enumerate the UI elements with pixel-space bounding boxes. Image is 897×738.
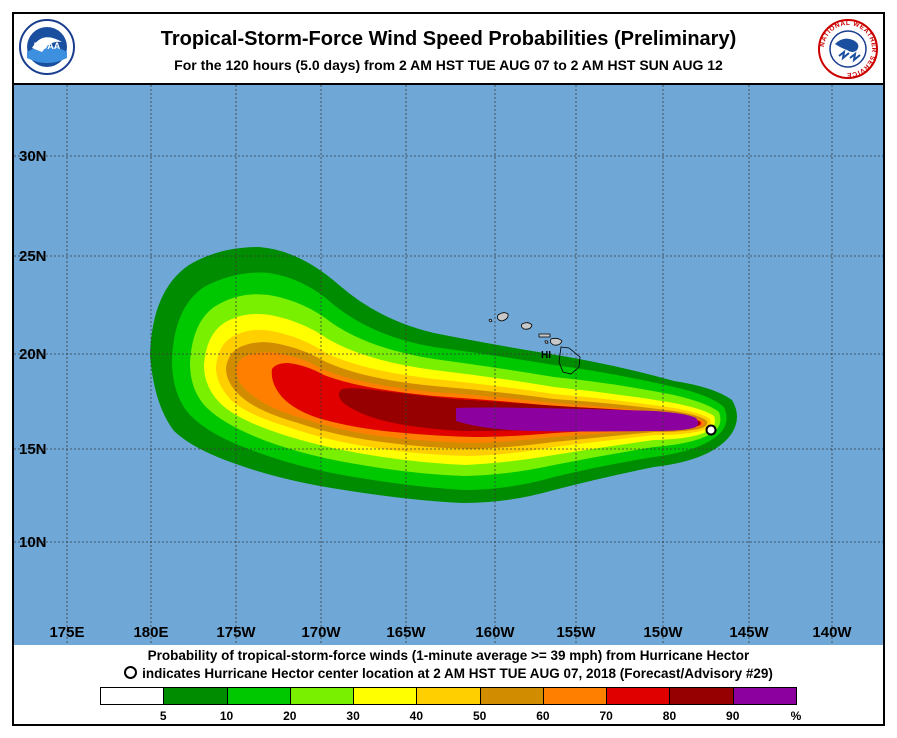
island-lanai <box>544 340 549 344</box>
island-molokai <box>538 333 551 338</box>
legend-label: 80 <box>662 709 677 723</box>
legend-swatch <box>732 687 797 705</box>
map-title: Tropical-Storm-Force Wind Speed Probabil… <box>160 28 737 50</box>
legend-swatch <box>479 687 544 705</box>
lon-label: 175W <box>216 624 256 641</box>
probability-swath <box>150 247 737 503</box>
island-hawaii <box>558 346 581 375</box>
lon-label: 180E <box>133 624 168 641</box>
legend-swatch <box>100 687 165 705</box>
lon-label: 160W <box>475 624 515 641</box>
header: NOAA Tropical-Storm-Force Wind Speed Pro… <box>14 14 883 82</box>
legend-label: 50 <box>472 709 487 723</box>
island-kauai <box>497 312 509 322</box>
legend-swatch <box>606 687 671 705</box>
nws-logo: NATIONAL WEATHER SERVICE <box>818 19 878 79</box>
legend-label: % <box>790 709 802 723</box>
legend-label: 20 <box>283 709 297 723</box>
footer-description: Probability of tropical-storm-force wind… <box>147 648 750 663</box>
legend-swatch <box>416 687 481 705</box>
center-circle-icon <box>124 666 138 679</box>
legend-label: 90 <box>726 709 740 723</box>
legend-swatch <box>669 687 734 705</box>
lon-label: 145W <box>729 624 769 641</box>
lon-label: 155W <box>556 624 596 641</box>
legend-label: 5 <box>159 709 167 723</box>
probability-map: HI 30N 25N 20N 15N 10N 175E 180E 175W 17… <box>14 83 883 646</box>
hawaiian-islands <box>488 312 581 375</box>
noaa-logo: NOAA <box>19 19 75 75</box>
legend-swatch <box>289 687 355 705</box>
footer-center-note: indicates Hurricane Hector center locati… <box>14 666 883 681</box>
legend-swatch <box>353 687 418 705</box>
lat-label: 15N <box>19 441 47 458</box>
lat-label: 20N <box>19 346 47 363</box>
state-label-hi: HI <box>541 350 551 361</box>
footer-center-note-text: indicates Hurricane Hector center locati… <box>142 666 773 681</box>
graticule <box>14 85 883 646</box>
lon-label: 175E <box>49 624 84 641</box>
hurricane-center-icon <box>705 424 717 436</box>
legend-label: 60 <box>536 709 550 723</box>
island-oahu <box>520 322 533 330</box>
swath-90pct <box>456 407 698 432</box>
island-niihau <box>488 318 493 323</box>
map-canvas: HI 30N 25N 20N 15N 10N 175E 180E 175W 17… <box>14 85 883 646</box>
legend-label: 40 <box>409 709 424 723</box>
lon-label: 150W <box>643 624 683 641</box>
lat-label: 10N <box>19 534 47 551</box>
noaa-logo-text: NOAA <box>34 41 61 51</box>
island-maui <box>550 337 563 346</box>
legend-swatch <box>542 687 608 705</box>
legend-swatch <box>226 687 291 705</box>
legend-label: 10 <box>219 709 234 723</box>
lon-label: 170W <box>301 624 341 641</box>
legend-label: 70 <box>599 709 613 723</box>
probability-legend <box>100 687 797 705</box>
lat-label: 30N <box>19 148 47 165</box>
lon-label: 165W <box>386 624 426 641</box>
legend-swatch <box>163 687 228 705</box>
lon-label: 140W <box>812 624 852 641</box>
footer: Probability of tropical-storm-force wind… <box>14 645 883 724</box>
legend-label: 30 <box>346 709 360 723</box>
map-subtitle: For the 120 hours (5.0 days) from 2 AM H… <box>174 57 723 73</box>
lat-label: 25N <box>19 248 47 265</box>
